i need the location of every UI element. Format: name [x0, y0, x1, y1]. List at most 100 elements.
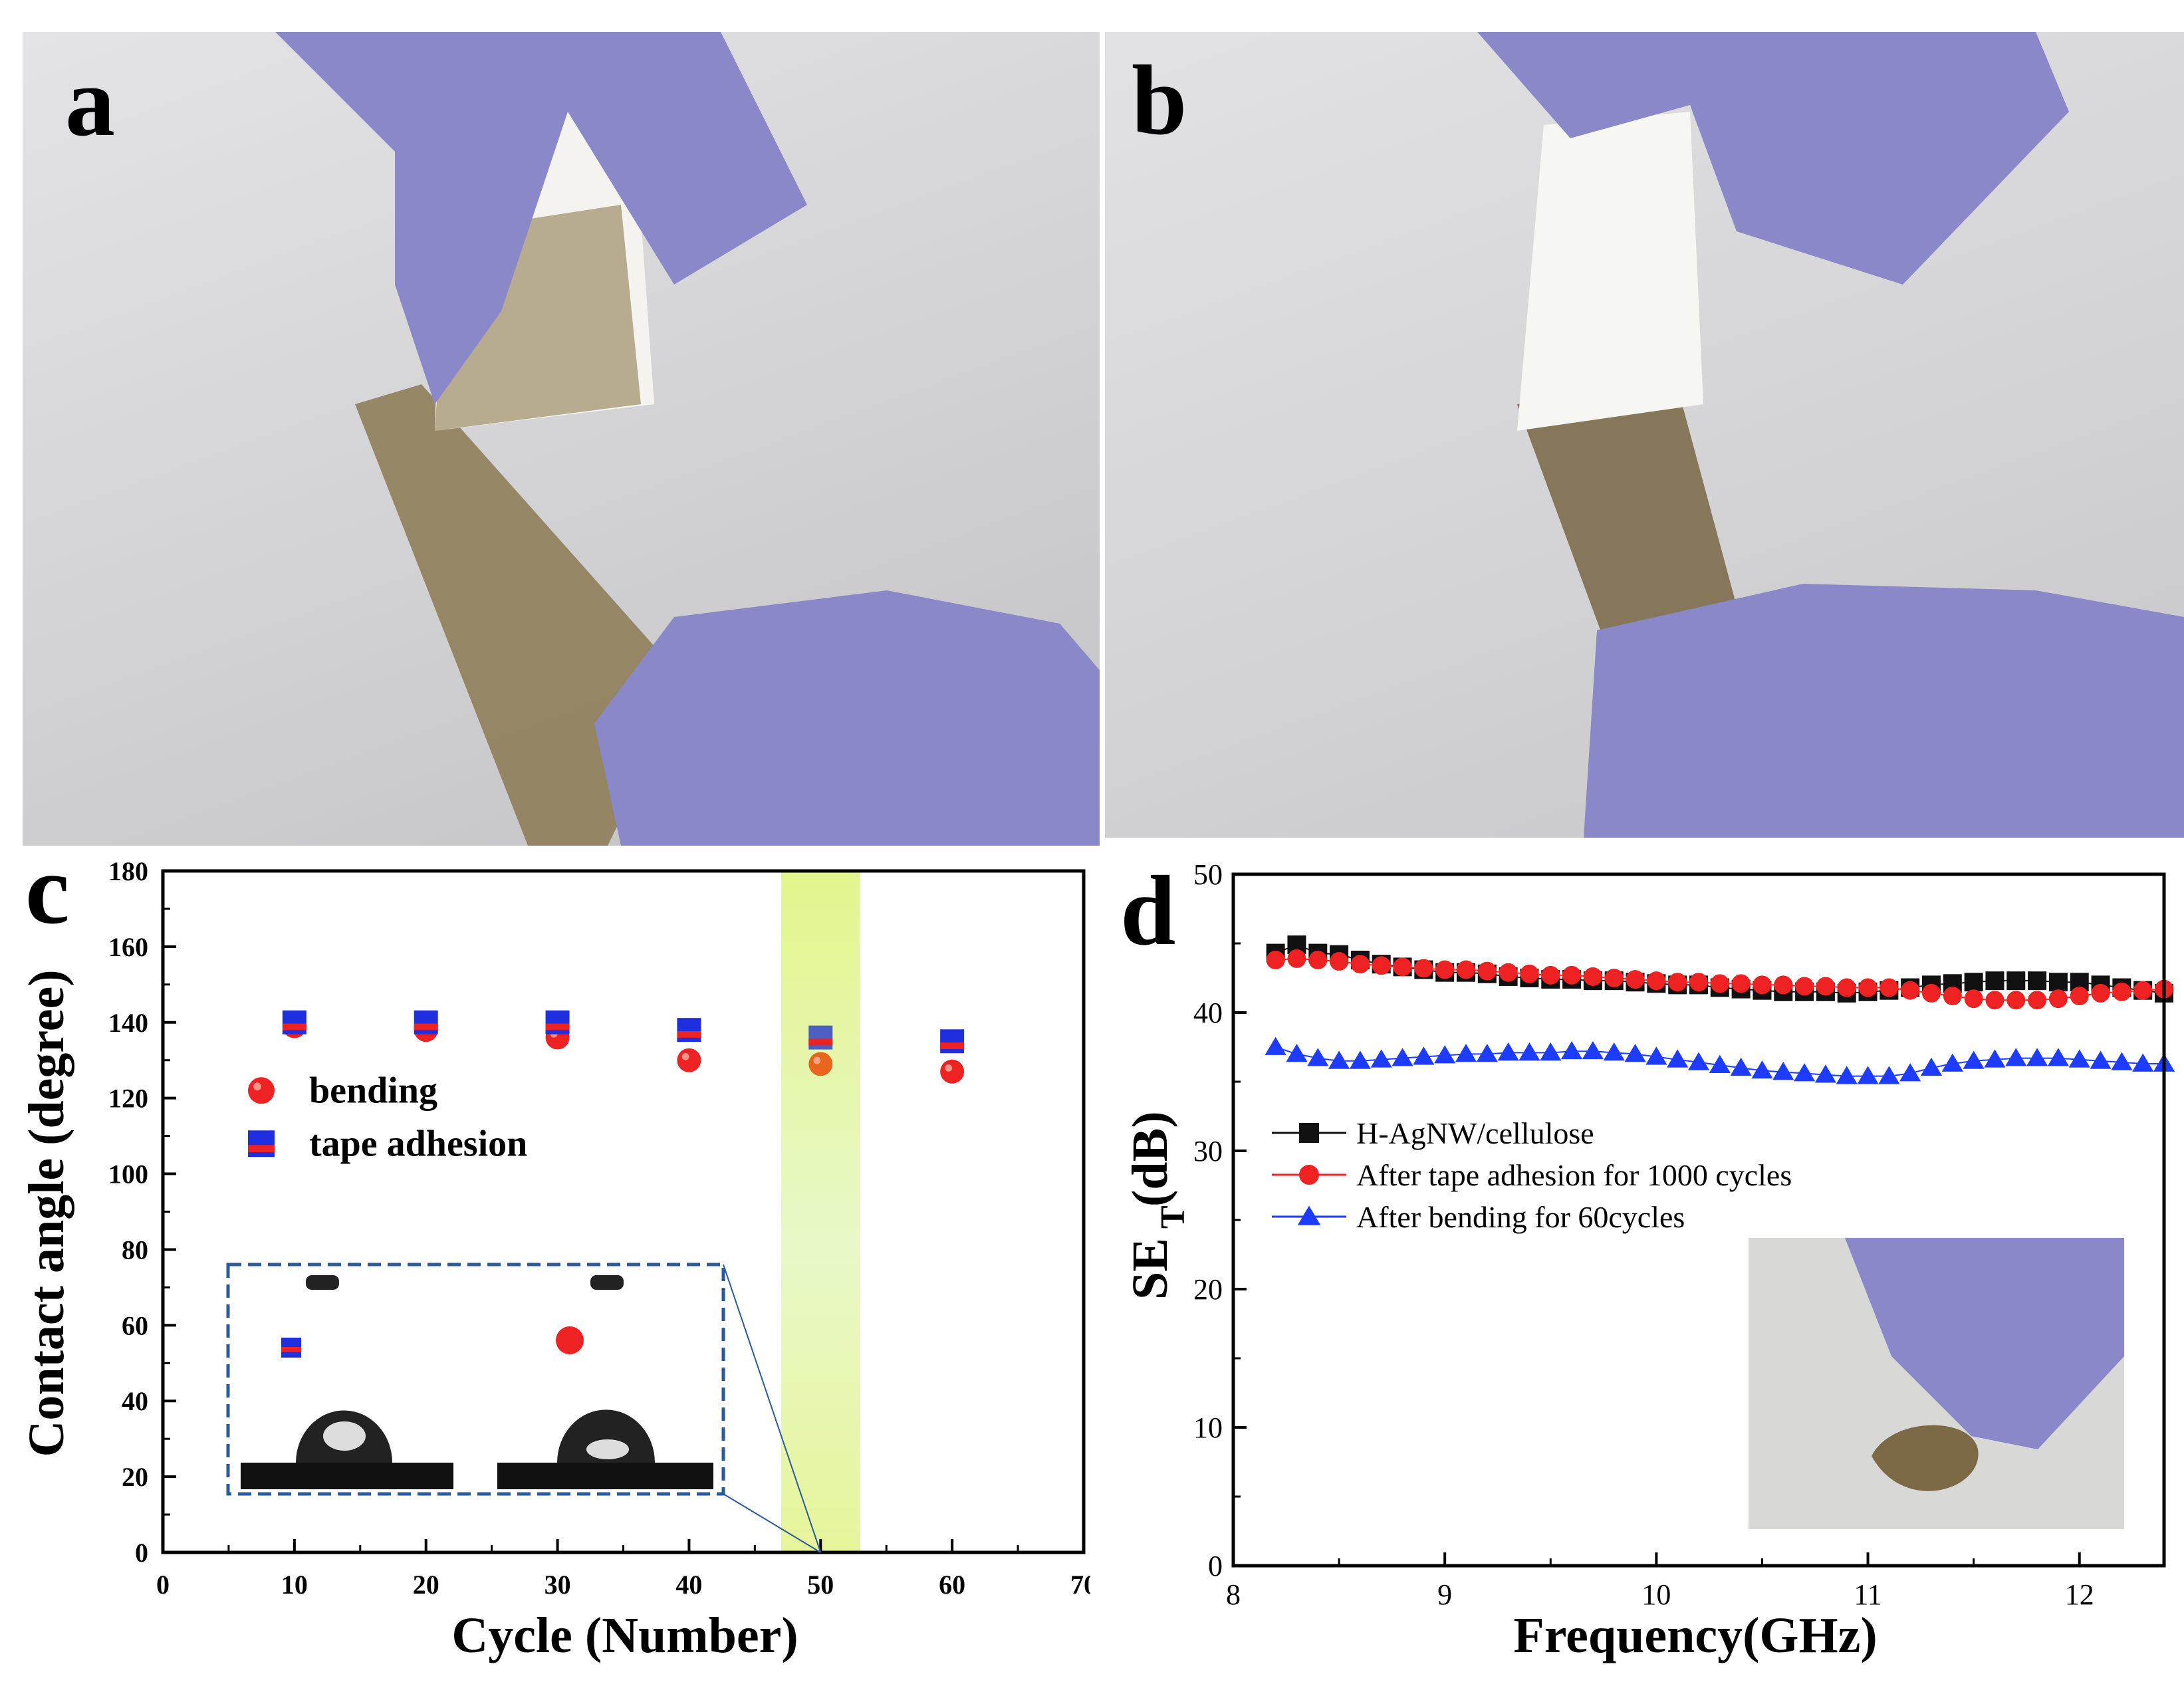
chart-c-xlabel: Cycle (Number) [451, 1608, 798, 1663]
legend-label: tape adhesion [309, 1123, 527, 1164]
tape-adhesion-point [1774, 975, 1793, 995]
bending-point [1582, 1040, 1604, 1060]
bending-point [1709, 1054, 1731, 1073]
tape-adhesion-point [1964, 989, 1983, 1009]
x-tick-label: 8 [1226, 1578, 1241, 1611]
bending-point [1624, 1044, 1646, 1062]
droplet-right [557, 1409, 655, 1463]
tape-adhesion-point [2028, 991, 2047, 1010]
tape-adhesion-point [1816, 977, 1835, 996]
tape-adhesion-point [1731, 974, 1751, 993]
tape-adhesion-point [2133, 981, 2153, 1000]
y-tick-label: 80 [122, 1235, 148, 1265]
y-tick-label: 120 [108, 1084, 148, 1114]
tape-adhesion-point [1710, 974, 1729, 993]
inset-connector-top [723, 1264, 822, 1553]
chart-d-frame [1231, 872, 2166, 1568]
bending-point [1540, 1042, 1562, 1061]
tape-adhesion-point [1330, 952, 1349, 971]
y-tick-label: 160 [108, 932, 148, 962]
y-tick-label: 40 [1193, 997, 1223, 1029]
bending-point [1455, 1044, 1477, 1062]
x-tick-label: 10 [1641, 1578, 1671, 1611]
panel-label-a: a [65, 47, 115, 157]
bending-point [1518, 1042, 1540, 1061]
tape-adhesion-point [677, 1018, 701, 1042]
x-tick-label: 12 [2065, 1578, 2094, 1611]
x-tick-label: 0 [156, 1570, 170, 1600]
bending-point [2132, 1053, 2154, 1072]
bending-point [1265, 1036, 1286, 1055]
droplet-left-highlight [323, 1421, 366, 1451]
tape-adhesion-point [1457, 960, 1475, 979]
inset-connector-bottom [723, 1493, 821, 1553]
tape-adhesion-point [1943, 987, 1962, 1006]
highlight-band-50-cycles [781, 871, 860, 1552]
bending-point [1307, 1048, 1329, 1066]
tape-adhesion-point [808, 1025, 833, 1050]
y-tick-label: 180 [108, 856, 148, 886]
tape-adhesion-point [1287, 949, 1306, 968]
legend-marker-tape-adhesion [248, 1130, 275, 1157]
needle-left [306, 1275, 339, 1290]
bending-point [1941, 1053, 1963, 1072]
tape-adhesion-point [1308, 950, 1328, 969]
y-tick-label: 30 [1193, 1135, 1223, 1167]
bending-point [1286, 1044, 1308, 1062]
bending-point [1836, 1066, 1858, 1084]
chart-d-ylabel-main: SE [1122, 1238, 1178, 1300]
x-tick-label: 30 [545, 1570, 571, 1600]
tape-adhesion-point [1880, 978, 1899, 997]
legend-label: H-AgNW/cellulose [1356, 1116, 1594, 1150]
tape-adhesion-point [1626, 970, 1645, 989]
x-tick-label: 60 [939, 1570, 965, 1600]
tape-adhesion-point [2006, 991, 2026, 1010]
legend-marker-bending [248, 1077, 275, 1104]
tape-adhesion-point [1922, 983, 1941, 1003]
x-tick-label: 50 [807, 1570, 834, 1600]
bending-point [1984, 1049, 2006, 1068]
bending-point [1814, 1064, 1837, 1083]
x-tick-label: 20 [413, 1570, 439, 1600]
y-tick-label: 40 [122, 1386, 148, 1416]
tape-adhesion-point [1477, 961, 1497, 981]
ag-nw-point [1985, 971, 2004, 991]
tape-adhesion-point [1689, 973, 1708, 992]
inset-glove [1845, 1238, 2124, 1449]
tape-adhesion-point [1541, 965, 1560, 985]
chart-c: 0 10 20 30 40 50 60 70020406080100120140160180 … [19, 851, 1090, 1663]
tape-adhesion-point [2091, 983, 2110, 1003]
tape-adhesion-point [1499, 963, 1518, 982]
chart-c-ylabel: Contact angle (degree) [19, 969, 74, 1457]
photo-b-glove-bottom [1584, 584, 2184, 838]
tape-adhesion-point [1414, 959, 1433, 978]
tape-adhesion-point [2070, 987, 2089, 1006]
tape-adhesion-point [1372, 956, 1391, 975]
ag-nw-point [2048, 973, 2068, 992]
tape-adhesion-point [1266, 950, 1285, 969]
inset-tape-marker-stripe [281, 1347, 301, 1352]
panel-label-c: c [25, 851, 70, 945]
photo-panel-b: b [1105, 32, 2184, 838]
x-tick-label: 70 [1070, 1570, 1090, 1600]
bending-point [1603, 1042, 1625, 1061]
photo-b-film-strip [1517, 384, 1743, 657]
tape-adhesion-point [545, 1010, 570, 1034]
photo-b-tape [1517, 112, 1703, 431]
bending-point [2111, 1052, 2133, 1070]
y-tick-label: 0 [1208, 1550, 1223, 1582]
bending-point [940, 1059, 965, 1084]
y-tick-label: 20 [1193, 1273, 1223, 1306]
bending-point [1328, 1050, 1350, 1069]
legend-label: After bending for 60cycles [1356, 1200, 1685, 1234]
ag-nw-point [2006, 971, 2026, 991]
bending-point [2026, 1048, 2048, 1066]
chart-d-ylabel-sub: T [1154, 1205, 1192, 1229]
panel-label-d: d [1120, 856, 1175, 966]
photo-panel-a: a [23, 32, 1100, 846]
bending-point [1667, 1049, 1689, 1068]
bending-point [1899, 1063, 1921, 1082]
tape-adhesion-point [1350, 955, 1370, 974]
tape-adhesion-point [1583, 967, 1602, 986]
tape-adhesion-point [2112, 982, 2131, 1001]
